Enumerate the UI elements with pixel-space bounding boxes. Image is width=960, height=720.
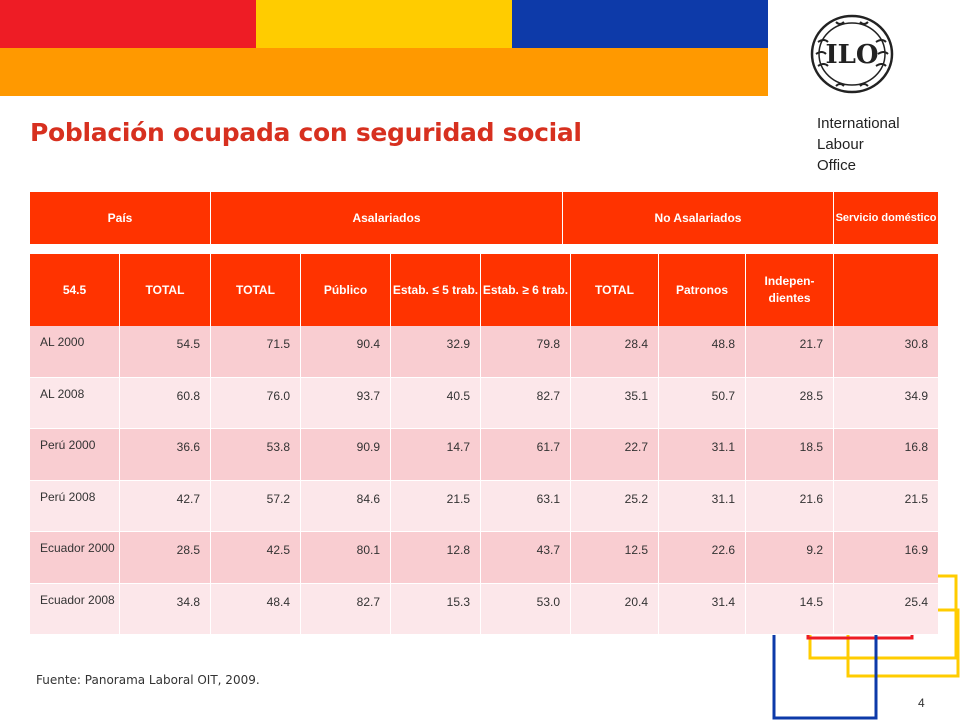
table-cell: 15.3	[391, 583, 481, 634]
table-cell: 63.1	[481, 480, 571, 531]
table-cell: 16.9	[904, 543, 928, 557]
table-cell: 22.7	[571, 429, 659, 480]
sub-header-cell: Patronos	[659, 254, 746, 326]
table-row: AL 2008 60.8 76.0 93.7 40.5 82.7 35.1 50.7 28.5 3…	[30, 377, 938, 429]
table-cell: 28.4	[571, 326, 659, 377]
table-cell: 18.5	[746, 429, 834, 480]
top-band-orange	[0, 48, 768, 96]
source-note: Fuente: Panorama Laboral OIT, 2009.	[36, 673, 260, 687]
org-name-line2: Labour	[817, 136, 864, 153]
table-cell: 14.7	[391, 429, 481, 480]
table-cell: 28.5	[120, 532, 211, 583]
sub-header-cell: TOTAL	[211, 254, 301, 326]
table-cell: 84.6	[301, 480, 391, 531]
top-band-red	[0, 0, 256, 48]
sub-header-cell: Estab. ≥ 6 trab.	[481, 254, 571, 326]
table-cell: 71.5	[211, 326, 301, 377]
table-cell: 57.2	[211, 480, 301, 531]
sub-header-cell: TOTAL	[120, 254, 211, 326]
header-servicio-domestico: Servicio doméstico	[835, 212, 937, 224]
table-cell: 48.8	[659, 326, 746, 377]
table-cell: 34.8	[120, 583, 211, 634]
table-cell: 21.5	[391, 480, 481, 531]
table-cell: 25.4	[904, 594, 928, 609]
table-cell: 60.8	[120, 377, 211, 428]
table-cell: 14.5	[746, 583, 834, 634]
header-pais: País	[30, 192, 211, 244]
table-cell: 54.5	[120, 326, 211, 377]
table-cell: 48.4	[211, 583, 301, 634]
row-label: Perú 2000	[30, 429, 120, 480]
page-number: 4	[918, 696, 925, 710]
table-cell: 22.6	[659, 532, 746, 583]
table-cell: 32.9	[391, 326, 481, 377]
table-cell: 21.5	[904, 491, 928, 506]
table-cell: 28.5	[746, 377, 834, 428]
table-cell: 34.9	[904, 388, 928, 403]
table-cell: 25.2	[571, 480, 659, 531]
org-name-line1: International	[817, 115, 900, 132]
sub-header-cell: 54.5	[30, 254, 120, 326]
sub-header-cell: TOTAL	[571, 254, 659, 326]
table-row: Ecuador 2008 34.8 48.4 82.7 15.3 53.0 20.4 31.4…	[30, 583, 938, 635]
ilo-logo-icon: ILO	[810, 14, 894, 94]
table-cell: 61.7	[481, 429, 571, 480]
table-cell: 30.8	[904, 337, 928, 351]
svg-text:ILO: ILO	[825, 40, 878, 70]
row-label: AL 2000	[30, 326, 120, 377]
row-label: Ecuador 2000	[30, 532, 120, 583]
slide-title: Población ocupada con seguridad social	[30, 118, 582, 147]
org-name: International Labour Office	[817, 113, 900, 176]
table-cell: 53.0	[481, 583, 571, 634]
table-cell: 90.9	[301, 429, 391, 480]
table-cell: 50.7	[659, 377, 746, 428]
table-cell: 90.4	[301, 326, 391, 377]
table-cell: 21.6	[746, 480, 834, 531]
table-cell: 20.4	[571, 583, 659, 634]
table-cell: 21.7	[746, 326, 834, 377]
table-body: AL 2000 54.5 71.5 90.4 32.9 79.8 28.4 48.8 21.7 3…	[30, 326, 938, 635]
sub-header-cell: Indepen-dientes	[746, 254, 834, 326]
table-cell: 35.1	[571, 377, 659, 428]
table-cell: 79.8	[481, 326, 571, 377]
table-cell: 76.0	[211, 377, 301, 428]
table-cell: 43.7	[481, 532, 571, 583]
table-cell: 93.7	[301, 377, 391, 428]
table-cell: 53.8	[211, 429, 301, 480]
table-cell: 31.1	[659, 429, 746, 480]
table-row: AL 2000 54.5 71.5 90.4 32.9 79.8 28.4 48.8 21.7 3…	[30, 326, 938, 378]
table-cell: 31.1	[659, 480, 746, 531]
org-name-line3: Office	[817, 157, 856, 174]
sub-header-cell	[834, 254, 938, 326]
table-row: Perú 2008 42.7 57.2 84.6 21.5 63.1 25.2 31.1 21.…	[30, 480, 938, 532]
header-no-asalariados: No Asalariados	[563, 192, 834, 244]
top-band-yellow	[256, 0, 512, 48]
table-cell: 42.7	[120, 480, 211, 531]
table-cell: 36.6	[120, 429, 211, 480]
row-label: Ecuador 2008	[30, 583, 120, 634]
sub-header-cell: Estab. ≤ 5 trab.	[391, 254, 481, 326]
row-label: AL 2008	[30, 377, 120, 428]
table-group-header: País Asalariados No Asalariados Servicio…	[30, 192, 938, 244]
table-cell: 42.5	[211, 532, 301, 583]
table-cell: 12.8	[391, 532, 481, 583]
table-cell: 82.7	[481, 377, 571, 428]
table-cell: 31.4	[659, 583, 746, 634]
row-label: Perú 2008	[30, 480, 120, 531]
table-row: Perú 2000 36.6 53.8 90.9 14.7 61.7 22.7 31.1 18.…	[30, 429, 938, 481]
sub-header-cell: Público	[301, 254, 391, 326]
table-cell: 80.1	[301, 532, 391, 583]
table-cell: 16.8	[904, 440, 928, 454]
table-cell: 9.2	[746, 532, 834, 583]
table-cell: 12.5	[571, 532, 659, 583]
top-band-blue	[512, 0, 768, 48]
table-cell: 82.7	[301, 583, 391, 634]
table-cell: 40.5	[391, 377, 481, 428]
table-row: Ecuador 2000 28.5 42.5 80.1 12.8 43.7 12.5 22.6…	[30, 532, 938, 584]
header-asalariados: Asalariados	[211, 192, 563, 244]
table-sub-header: 54.5 TOTAL TOTAL Público Estab. ≤ 5 trab. Est…	[30, 254, 938, 326]
